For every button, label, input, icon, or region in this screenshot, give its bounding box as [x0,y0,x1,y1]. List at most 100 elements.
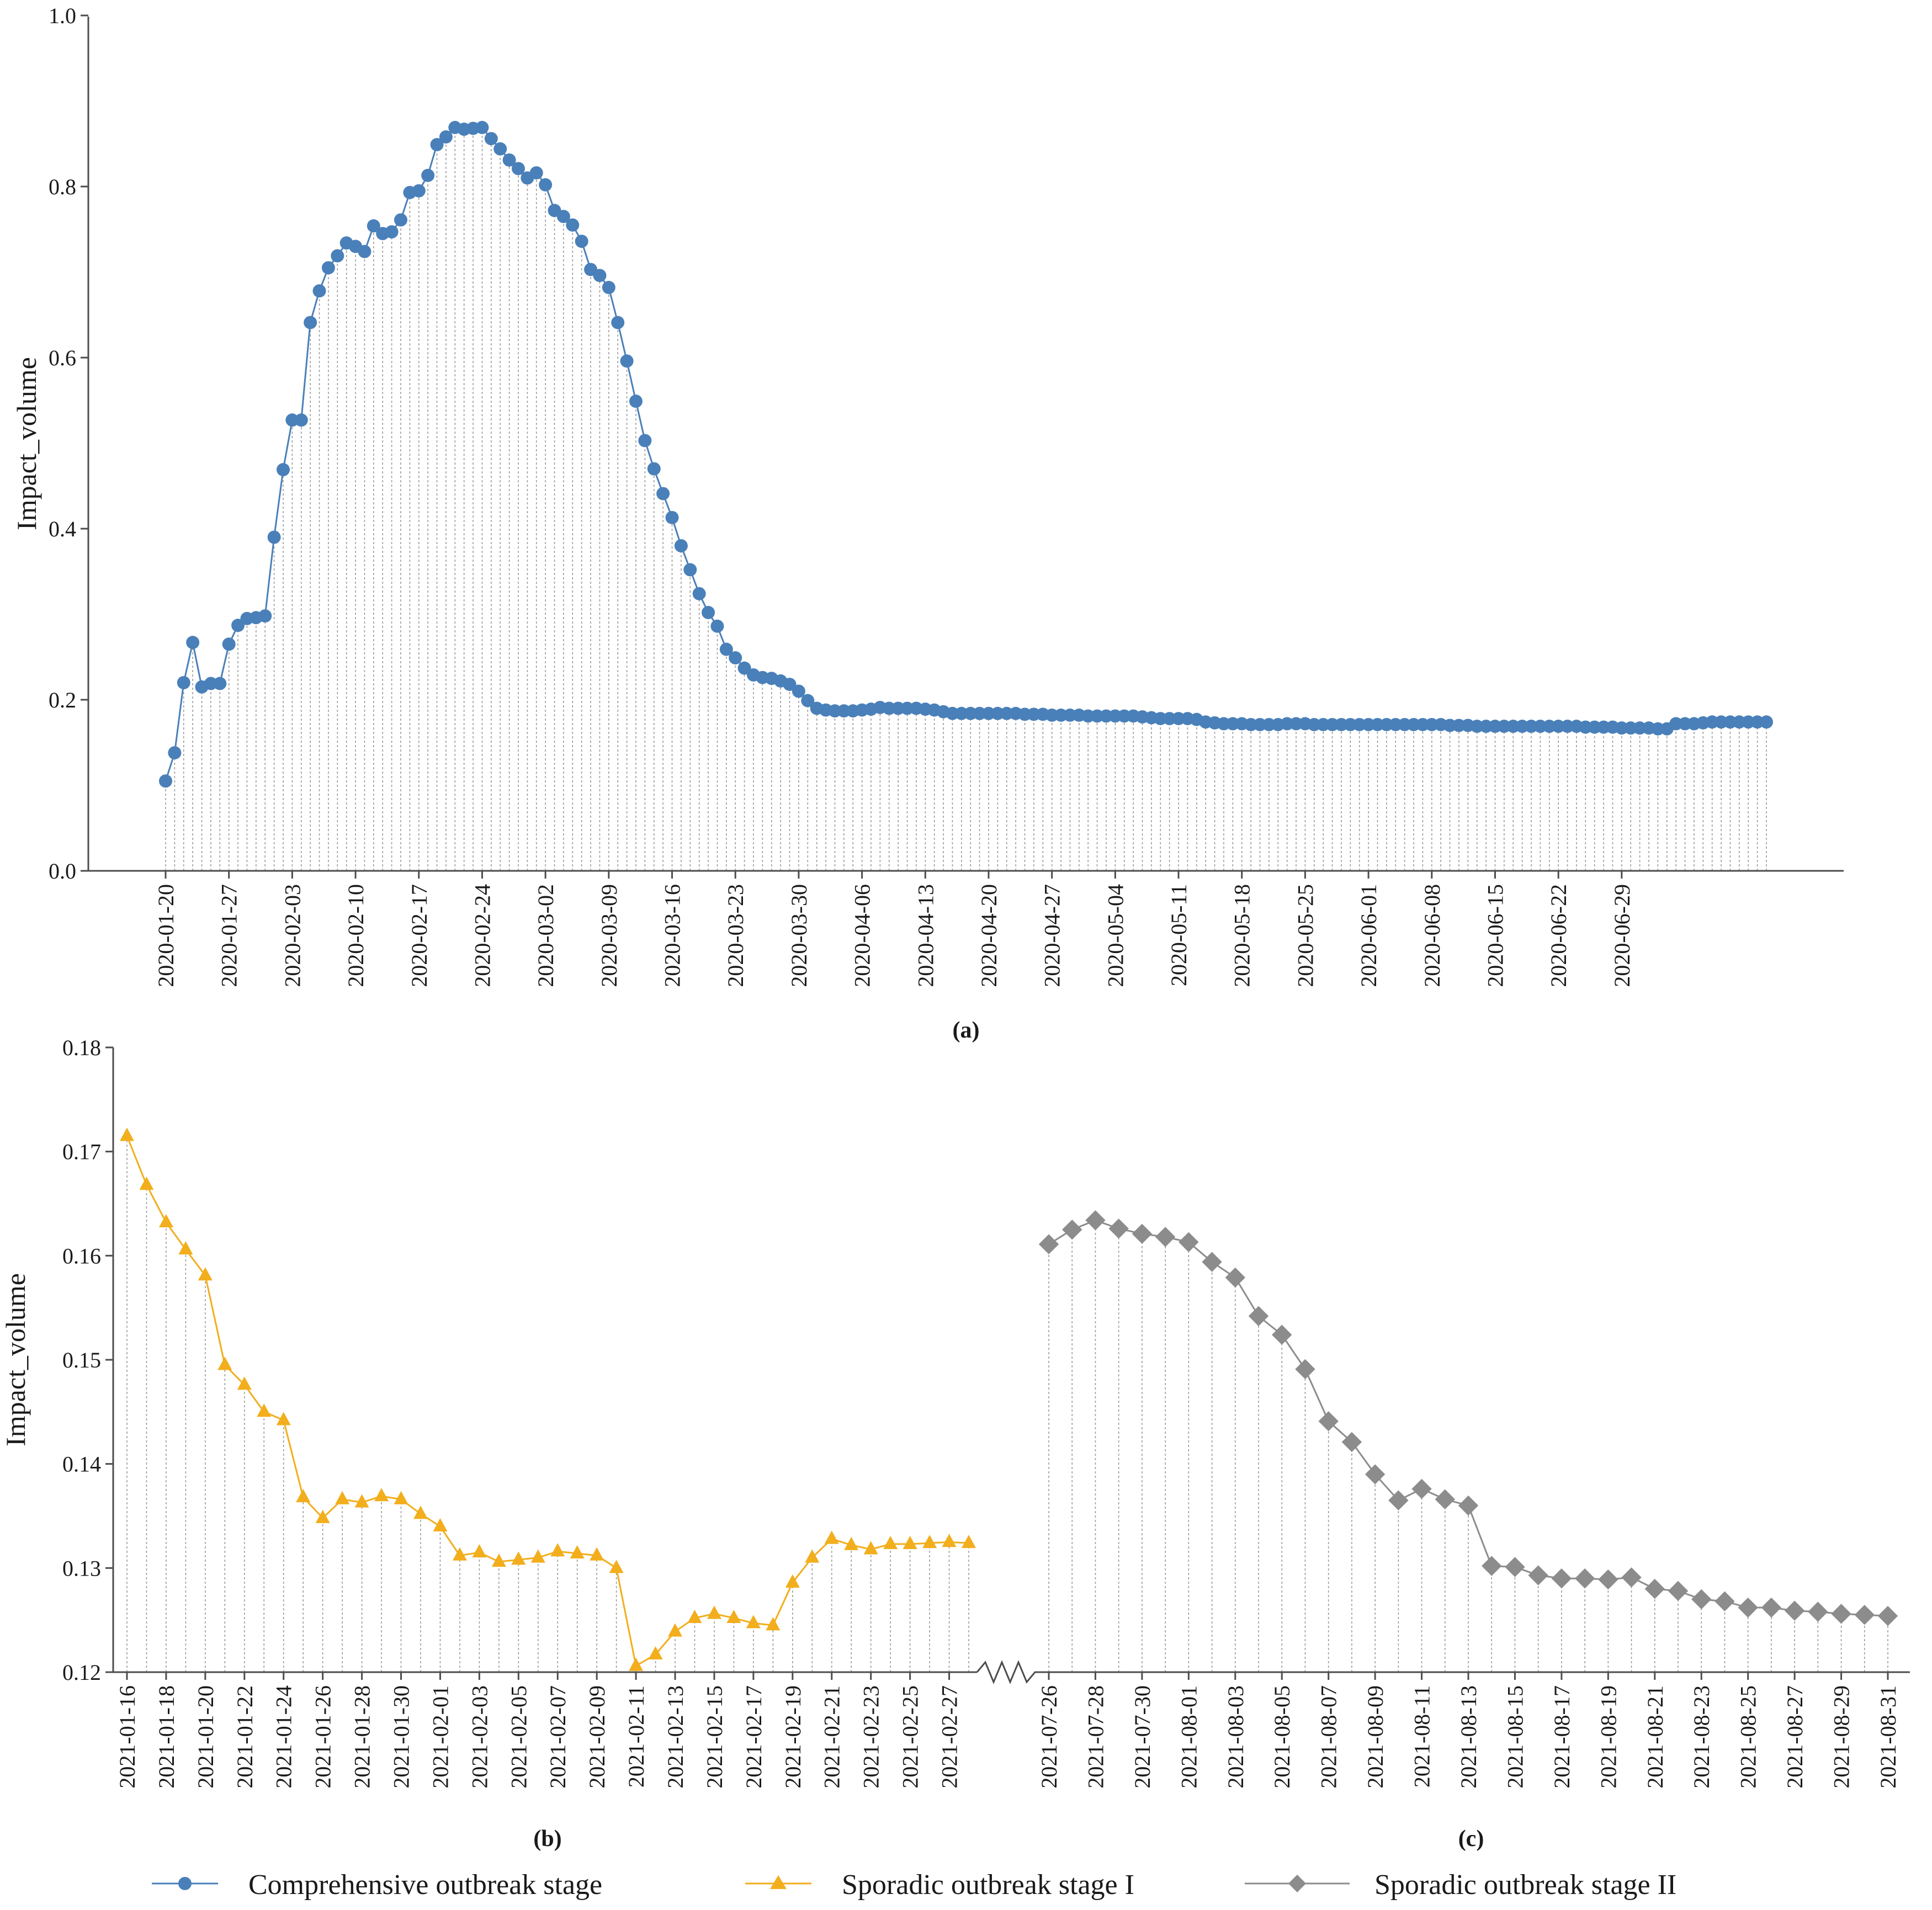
data-point [530,1549,545,1563]
data-point [683,563,697,577]
x-tick-label: 2021-08-17 [1549,1685,1574,1789]
panel-b-y-ticks: 0.12 0.13 0.14 0.15 0.16 0.17 0.18 [62,1035,113,1685]
legend-label-comprehensive: Comprehensive outbreak stage [248,1869,602,1901]
data-point [217,1356,232,1370]
data-point [1854,1605,1875,1625]
data-point [491,1553,506,1567]
legend-triangle-marker [770,1875,787,1889]
data-point [590,1547,604,1561]
data-point [593,269,607,283]
data-point [502,153,516,167]
x-tick-label: 2021-08-01 [1176,1685,1201,1789]
x-tick-label: 2020-06-01 [1356,884,1381,987]
panel-c-stems [1048,1220,1888,1672]
y-tick-label: 0.4 [49,517,76,541]
panel-b-chart: 0.120.130.140.150.160.170.18 2021-01-16 2… [0,1035,1910,1852]
x-tick-label: 2021-08-15 [1503,1685,1527,1789]
data-point [493,142,507,156]
data-point [394,213,407,227]
data-point [620,354,634,368]
data-point [805,1549,820,1563]
data-point [801,694,815,707]
data-point [702,605,715,619]
data-point [1202,1252,1222,1272]
data-point [120,1127,134,1141]
panel-c-label: (c) [1458,1826,1484,1852]
data-point [321,261,335,275]
x-tick-label: 2021-02-17 [741,1685,766,1789]
x-tick-label: 2020-02-03 [280,884,305,987]
x-tick-label: 2021-02-03 [467,1685,492,1789]
data-point [433,1518,448,1531]
data-point [903,1535,917,1550]
x-tick-label: 2020-02-10 [343,884,368,987]
panel-b-markers [120,1127,976,1671]
data-point [647,462,661,476]
data-point [222,637,236,651]
data-point [159,774,172,788]
data-point [511,1551,526,1565]
data-point [1155,1227,1176,1247]
x-tick-label: 2020-06-08 [1420,884,1445,987]
panel-a-label: (a) [953,1018,980,1043]
x-tick-label: 2021-02-21 [820,1685,845,1789]
y-tick-label: 1.0 [49,3,76,28]
data-point [629,1657,644,1671]
y-tick-label: 0.8 [49,174,76,199]
legend-item-comprehensive: Comprehensive outbreak stage [152,1869,602,1901]
data-point [844,1536,859,1550]
data-point [358,244,371,258]
data-point [296,1489,311,1503]
data-point [575,235,588,248]
x-tick-label: 2021-08-31 [1876,1685,1901,1789]
x-tick-label: 2020-01-20 [153,884,178,987]
x-tick-label: 2021-01-16 [115,1685,140,1789]
data-point [1574,1568,1595,1589]
legend-label-sporadic-i: Sporadic outbreak stage I [842,1869,1134,1901]
data-point [1388,1490,1409,1510]
data-point [1715,1591,1735,1611]
data-point [783,678,797,691]
data-point [719,642,733,656]
legend-circle-marker [178,1877,192,1890]
x-tick-label: 2020-03-16 [660,884,685,987]
panel-a-markers [159,121,1773,788]
x-tick-label: 2021-01-22 [232,1685,257,1789]
data-point [430,138,444,152]
data-point [452,1547,467,1561]
data-point [139,1177,154,1190]
y-tick-label: 0.6 [49,345,76,370]
data-point [412,184,426,198]
data-point [294,413,308,427]
data-point [729,651,742,665]
data-point [883,1535,898,1550]
data-point [413,1505,428,1519]
data-point [267,530,281,544]
data-point [1621,1567,1642,1588]
data-point [331,249,344,263]
data-point [710,619,724,633]
x-tick-label: 2020-03-23 [723,884,748,987]
data-point [1365,1464,1386,1485]
panel-a-series-line [164,126,1766,781]
data-point [1831,1604,1851,1624]
data-point [629,395,643,408]
x-tick-label: 2020-06-29 [1610,884,1634,987]
y-tick-label: 0.13 [62,1556,101,1581]
data-point [1318,1411,1339,1432]
x-tick-label: 2020-05-11 [1166,884,1191,986]
data-point [1877,1605,1898,1626]
x-tick-label: 2020-05-25 [1293,884,1318,987]
x-tick-label: 2021-08-07 [1317,1685,1341,1789]
data-point [257,1403,272,1417]
data-point [168,746,182,760]
x-tick-label: 2021-01-24 [272,1685,296,1789]
x-tick-label: 2021-08-21 [1643,1685,1668,1789]
data-point [1225,1267,1245,1288]
data-point [550,1543,565,1557]
data-point [648,1646,663,1660]
x-tick-label: 2021-08-05 [1270,1685,1294,1789]
data-point [692,587,706,600]
data-point [511,162,525,175]
